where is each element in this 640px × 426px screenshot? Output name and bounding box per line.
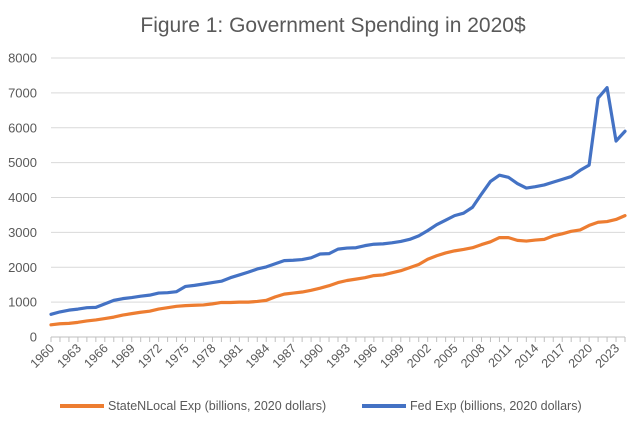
y-tick-label: 3000 (8, 225, 37, 240)
x-tick-label: 1963 (54, 341, 84, 371)
x-tick-label: 1993 (324, 341, 354, 371)
x-tick-label: 2017 (539, 341, 569, 371)
y-axis: 0 1000 2000 3000 4000 5000 6000 7000 8000 (8, 51, 37, 345)
x-tick-label: 2005 (431, 341, 461, 371)
legend: StateNLocal Exp (billions, 2020 dollars)… (60, 399, 582, 413)
x-tick-label: 2023 (593, 341, 623, 371)
x-tick-label: 1960 (28, 341, 58, 371)
x-tick-label: 2002 (404, 341, 434, 371)
series-lines (49, 86, 627, 327)
gridlines (51, 57, 625, 338)
x-tick-label: 1999 (377, 341, 407, 371)
x-tick-label: 1984 (243, 341, 273, 371)
x-tick-label: 1975 (162, 341, 192, 371)
series-line-fed (49, 86, 627, 316)
y-tick-label: 7000 (8, 85, 37, 100)
x-tick-label: 1966 (81, 341, 111, 371)
x-tick-label: 1969 (108, 341, 138, 371)
x-tick-label: 2020 (566, 341, 596, 371)
x-tick-label: 1981 (216, 341, 246, 371)
y-tick-label: 4000 (8, 190, 37, 205)
legend-label-statenlocal: StateNLocal Exp (billions, 2020 dollars) (108, 399, 326, 413)
y-tick-label: 8000 (8, 51, 37, 66)
x-axis: 1960196319661969197219751978198119841987… (28, 337, 626, 371)
x-tick-label: 1990 (297, 341, 327, 371)
x-tick-label: 2008 (458, 341, 488, 371)
x-tick-label: 2011 (486, 341, 515, 370)
y-tick-label: 1000 (8, 295, 37, 310)
legend-label-fed: Fed Exp (billions, 2020 dollars) (410, 399, 582, 413)
y-tick-label: 6000 (8, 120, 37, 135)
x-tick-label: 1972 (135, 341, 165, 371)
x-tick-label: 1996 (350, 341, 380, 371)
x-tick-label: 1978 (189, 341, 219, 371)
x-tick-label: 1987 (270, 341, 300, 371)
series-line-statenlocal (49, 214, 627, 327)
x-tick-label: 2014 (512, 341, 542, 371)
y-tick-label: 5000 (8, 155, 37, 170)
chart-title: Figure 1: Government Spending in 2020$ (140, 14, 526, 37)
y-tick-label: 2000 (8, 260, 37, 275)
y-tick-label: 0 (30, 330, 37, 345)
